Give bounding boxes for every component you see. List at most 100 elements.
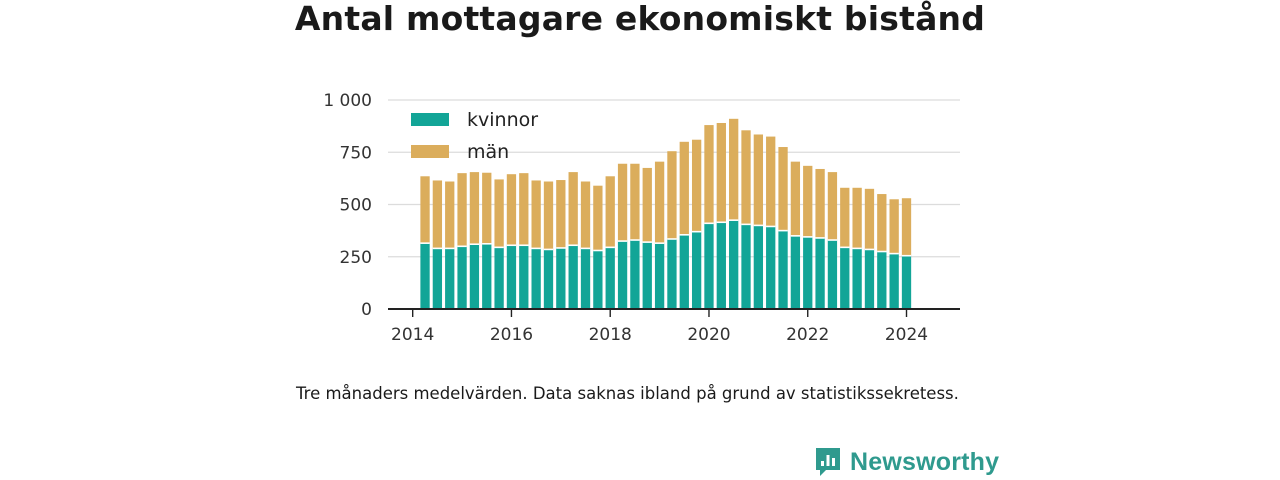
y-axis-tick-labels: 0 250 500 750 1 000 xyxy=(323,91,372,320)
bar-män xyxy=(630,163,640,241)
bar-kvinnor xyxy=(852,248,862,309)
bar-män xyxy=(803,165,813,237)
bar-män xyxy=(432,180,443,249)
bar-kvinnor xyxy=(543,249,554,309)
footnote: Tre månaders medelvärden. Data saknas ib… xyxy=(296,384,959,403)
bar-kvinnor xyxy=(531,248,541,309)
bar-män xyxy=(729,118,739,221)
legend-swatch-män xyxy=(411,145,449,158)
bar-kvinnor xyxy=(568,245,578,309)
x-tick-label: 2014 xyxy=(391,325,434,345)
bar-män xyxy=(766,136,776,227)
bar-män xyxy=(741,130,751,225)
bar-män xyxy=(445,181,455,249)
bar-män xyxy=(494,179,504,248)
bar-kvinnor xyxy=(766,226,776,309)
bar-kvinnor xyxy=(420,243,430,309)
legend-label-kvinnor: kvinnor xyxy=(467,109,538,131)
bar-män xyxy=(469,172,480,245)
bar-män xyxy=(827,172,838,241)
y-tick-label: 0 xyxy=(361,300,372,320)
bar-kvinnor xyxy=(642,242,652,309)
bar-kvinnor xyxy=(840,247,850,309)
bar-kvinnor xyxy=(778,230,788,309)
bar-män xyxy=(691,139,702,232)
bar-kvinnor xyxy=(741,224,751,309)
bar-kvinnor xyxy=(432,248,443,309)
bar-kvinnor xyxy=(519,245,529,309)
x-tick-label: 2020 xyxy=(687,325,730,345)
x-axis: 2014 2016 2018 2020 2022 2024 xyxy=(391,309,928,345)
bar-kvinnor xyxy=(445,248,455,309)
bar-män xyxy=(877,194,887,252)
y-tick-label: 1 000 xyxy=(323,91,372,111)
bar-kvinnor xyxy=(482,243,492,309)
chart-title: Antal mottagare ekonomiskt bistånd xyxy=(294,0,986,38)
brand-name: Newsworthy xyxy=(850,447,1000,476)
bar-kvinnor xyxy=(815,237,825,309)
bar-kvinnor xyxy=(901,255,912,309)
x-tick-label: 2024 xyxy=(885,325,928,345)
bar-män xyxy=(864,188,875,250)
x-tick-label: 2016 xyxy=(490,325,533,345)
bar-män xyxy=(617,163,628,242)
bar-män xyxy=(716,122,726,223)
bar-män xyxy=(580,181,591,249)
bar-män xyxy=(753,134,764,226)
bar-män xyxy=(556,180,566,248)
bar-män xyxy=(519,173,529,246)
bar-kvinnor xyxy=(494,247,504,309)
bar-män xyxy=(704,125,714,224)
bar-män xyxy=(605,176,615,248)
stacked-bar-chart: 0 250 500 750 1 000 2014 2016 2018 2020 2022 2024… xyxy=(323,91,960,345)
bar-kvinnor xyxy=(630,240,640,309)
bar-män xyxy=(506,174,517,246)
y-tick-label: 750 xyxy=(340,143,372,163)
bar-män xyxy=(543,181,554,250)
bar-män xyxy=(679,141,689,235)
bar-kvinnor xyxy=(691,231,702,309)
bar-män xyxy=(667,151,677,239)
bar-kvinnor xyxy=(877,251,887,309)
bar-kvinnor xyxy=(716,222,726,309)
bar-kvinnor xyxy=(803,236,813,309)
bar-kvinnor xyxy=(827,240,838,309)
legend-label-män: män xyxy=(467,141,509,163)
bar-män xyxy=(840,187,850,248)
brand-logo[interactable]: Newsworthy xyxy=(814,446,999,478)
bar-kvinnor xyxy=(864,249,875,309)
bar-kvinnor xyxy=(889,253,899,309)
bar-kvinnor xyxy=(679,234,689,309)
bar-kvinnor xyxy=(506,245,517,309)
bar-kvinnor xyxy=(593,250,603,309)
bar-män xyxy=(642,167,652,243)
bar-män xyxy=(815,168,825,238)
bar-kvinnor xyxy=(667,238,677,309)
bar-kvinnor xyxy=(729,220,739,309)
legend-swatch-kvinnor xyxy=(411,113,449,126)
bar-kvinnor xyxy=(457,246,467,309)
y-tick-label: 250 xyxy=(340,248,372,268)
bar-män xyxy=(889,199,899,254)
bar-kvinnor xyxy=(556,247,566,309)
bar-kvinnor xyxy=(790,235,801,309)
bar-män xyxy=(457,173,467,247)
bar-män xyxy=(654,161,665,244)
x-tick-label: 2022 xyxy=(786,325,829,345)
bar-kvinnor xyxy=(654,243,665,309)
bar-kvinnor xyxy=(704,223,714,309)
y-tick-label: 500 xyxy=(340,196,372,216)
bars xyxy=(420,118,912,309)
bar-män xyxy=(901,198,912,256)
bar-män xyxy=(778,147,788,231)
bar-män xyxy=(790,161,801,236)
bar-kvinnor xyxy=(753,225,764,309)
bar-kvinnor xyxy=(580,248,591,309)
bar-män xyxy=(568,172,578,246)
bar-chart-speech-bubble-icon xyxy=(816,448,840,476)
bar-kvinnor xyxy=(617,241,628,309)
bar-kvinnor xyxy=(605,247,615,309)
bar-män xyxy=(593,185,603,251)
bar-män xyxy=(482,172,492,244)
bar-män xyxy=(420,176,430,244)
